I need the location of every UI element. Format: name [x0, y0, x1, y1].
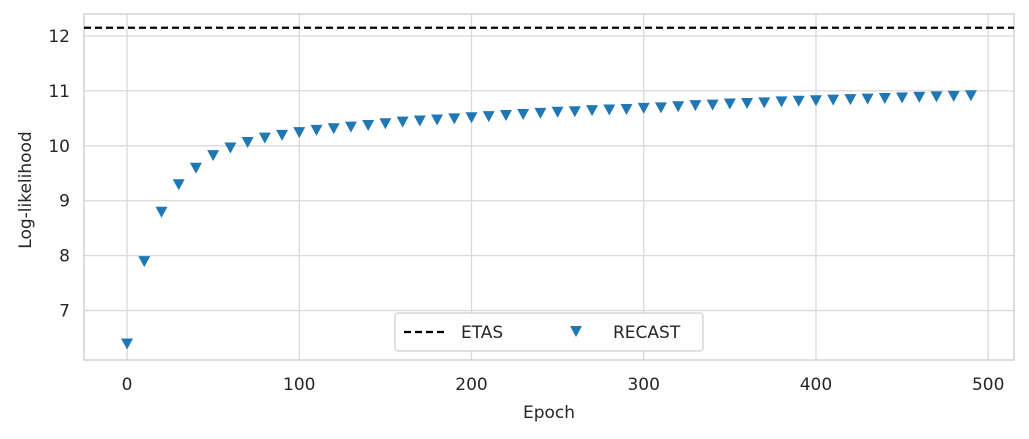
- recast-point: [482, 111, 495, 123]
- recast-point: [809, 95, 822, 107]
- recast-point: [741, 97, 754, 109]
- recast-point: [689, 100, 702, 112]
- y-tick-label: 9: [59, 192, 70, 212]
- recast-point: [172, 179, 185, 191]
- legend-recast-swatch: [570, 326, 582, 337]
- recast-point: [792, 95, 805, 107]
- plot-background: [84, 14, 1014, 360]
- recast-point: [723, 98, 736, 110]
- plot-frame: [83, 13, 1015, 361]
- recast-point: [241, 136, 254, 148]
- recast-point: [672, 101, 685, 113]
- y-tick-label: 10: [48, 137, 70, 157]
- y-tick-labels: 7 8 9 10 11 12: [48, 27, 70, 322]
- recast-point: [448, 113, 461, 125]
- x-tick-label: 200: [455, 375, 487, 395]
- recast-point: [534, 107, 547, 119]
- recast-point: [327, 123, 340, 135]
- recast-point: [637, 102, 650, 114]
- recast-point: [896, 92, 909, 104]
- recast-point: [775, 96, 788, 108]
- recast-point: [276, 129, 289, 141]
- recast-point: [551, 106, 564, 118]
- y-axis-label: Log-likelihood: [16, 131, 36, 248]
- x-tick-label: 0: [122, 375, 133, 395]
- recast-point: [603, 104, 616, 116]
- recast-point: [396, 116, 409, 128]
- recast-point: [586, 105, 599, 117]
- recast-point: [827, 94, 840, 106]
- recast-point: [758, 97, 771, 109]
- recast-point: [413, 115, 426, 127]
- recast-point: [362, 119, 375, 131]
- recast-point: [344, 121, 357, 133]
- y-tick-label: 7: [59, 302, 70, 322]
- recast-point: [499, 110, 512, 122]
- legend-box: [394, 312, 704, 352]
- recast-point: [844, 94, 857, 106]
- recast-point: [878, 93, 891, 105]
- recast-point: [258, 132, 271, 144]
- recast-point: [310, 124, 323, 136]
- x-tick-labels: 0 100 200 300 400 500: [122, 375, 1005, 395]
- x-tick-label: 100: [283, 375, 315, 395]
- recast-point: [947, 90, 960, 102]
- recast-point: [379, 118, 392, 130]
- recast-point: [465, 112, 478, 124]
- y-tick-label: 12: [48, 27, 70, 47]
- recast-point: [861, 93, 874, 105]
- legend-etas-label: ETAS: [461, 323, 503, 343]
- recast-point: [517, 108, 530, 120]
- x-tick-label: 400: [800, 375, 832, 395]
- recast-point: [121, 338, 134, 350]
- recast-point: [224, 142, 237, 154]
- recast-point: [706, 99, 719, 111]
- recast-point: [207, 150, 220, 162]
- y-tick-label: 11: [48, 82, 70, 102]
- recast-point: [654, 102, 667, 114]
- recast-point: [620, 104, 633, 116]
- y-tick-label: 8: [59, 247, 70, 267]
- recast-point: [138, 256, 151, 268]
- series-layer: [84, 26, 1014, 350]
- grid: [84, 14, 1014, 360]
- recast-point: [913, 91, 926, 103]
- recast-point: [155, 206, 168, 218]
- x-tick-label: 500: [972, 375, 1004, 395]
- recast-point: [964, 90, 977, 102]
- x-axis-label: Epoch: [523, 403, 575, 423]
- recast-point: [431, 114, 444, 126]
- legend-recast-label: RECAST: [613, 323, 681, 343]
- recast-point: [293, 127, 306, 139]
- legend: ETAS RECAST: [394, 312, 704, 352]
- recast-point: [189, 162, 202, 174]
- x-tick-label: 300: [627, 375, 659, 395]
- recast-point: [930, 91, 943, 103]
- recast-point: [568, 106, 581, 118]
